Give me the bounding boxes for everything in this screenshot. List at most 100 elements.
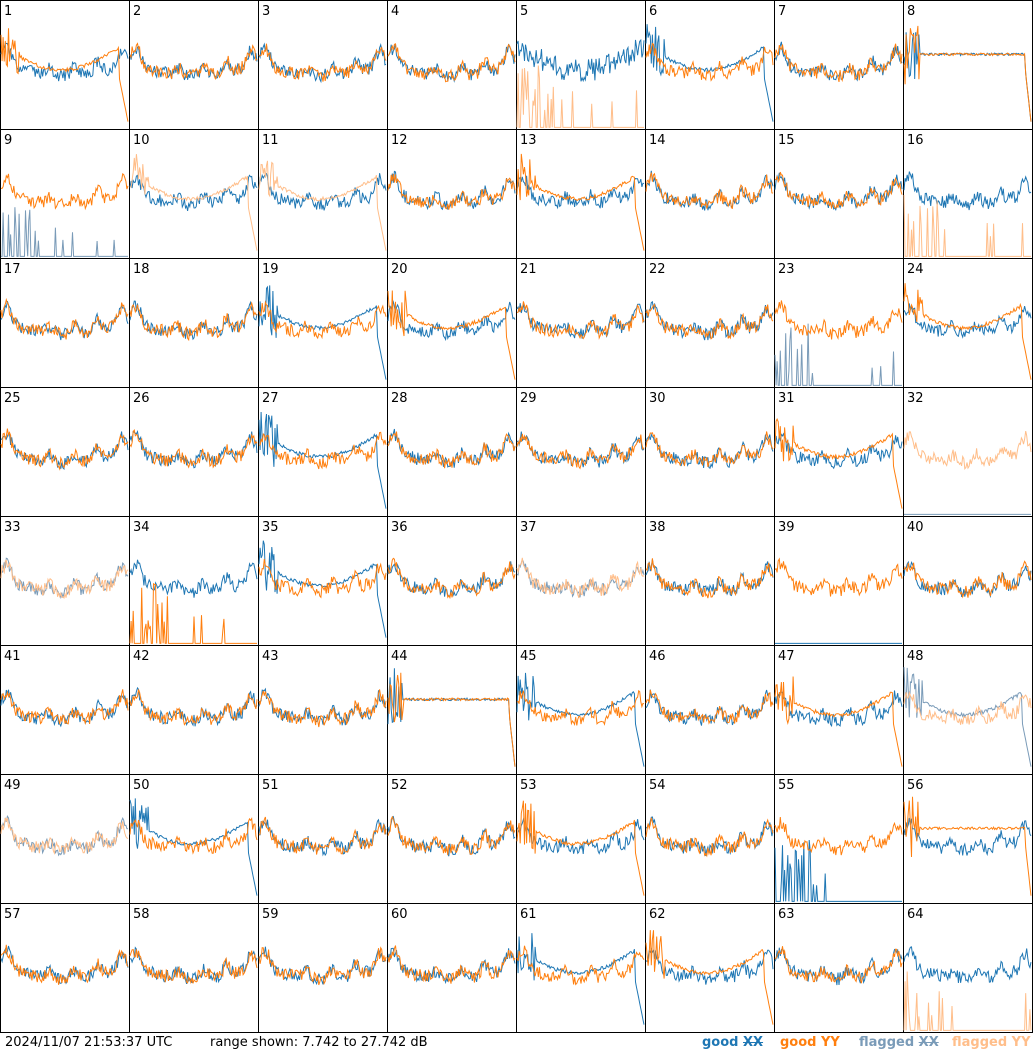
panel-label: 45 xyxy=(520,649,537,664)
panel-61: 61 xyxy=(516,903,646,1033)
panel-52: 52 xyxy=(387,774,517,904)
panel-label: 25 xyxy=(4,391,21,406)
panel-label: 35 xyxy=(262,520,279,535)
panel-frame xyxy=(645,774,775,904)
xx-trace xyxy=(645,947,774,985)
xx-trace xyxy=(516,933,645,1025)
panel-label: 34 xyxy=(133,520,150,535)
panel-label: 50 xyxy=(133,778,150,793)
yy-trace xyxy=(903,194,1031,257)
xx-trace xyxy=(129,174,258,211)
panel-label: 28 xyxy=(391,391,408,406)
xx-trace xyxy=(903,667,1032,767)
legend-flagged-xx-prefix: flagged xyxy=(859,1035,919,1050)
panel-frame xyxy=(258,903,388,1033)
panel-label: 11 xyxy=(262,133,279,148)
legend-flagged-xx-suffix: XX xyxy=(918,1035,939,1050)
panel-37: 37 xyxy=(516,516,646,646)
yy-trace xyxy=(774,171,903,209)
yy-trace xyxy=(645,817,774,858)
range-label: range shown: 7.742 to 27.742 dB xyxy=(210,1035,428,1050)
xx-trace xyxy=(774,323,902,386)
xx-trace xyxy=(903,303,1032,339)
panel-44: 44 xyxy=(387,645,517,775)
panel-label: 55 xyxy=(778,778,795,793)
panel-frame xyxy=(516,129,646,259)
yy-trace xyxy=(387,431,516,469)
xx-trace xyxy=(774,839,902,902)
panel-label: 31 xyxy=(778,391,795,406)
yy-trace xyxy=(645,558,774,599)
xx-trace xyxy=(0,300,129,341)
panel-62: 62 xyxy=(645,903,775,1033)
yy-trace xyxy=(516,65,644,128)
xx-trace xyxy=(129,559,258,598)
xx-trace xyxy=(903,171,1032,211)
panel-frame xyxy=(774,129,904,259)
yy-trace xyxy=(903,560,1032,599)
panel-7: 7 xyxy=(774,0,904,130)
panel-33: 33 xyxy=(0,516,130,646)
panel-45: 45 xyxy=(516,645,646,775)
panel-54: 54 xyxy=(645,774,775,904)
panel-label: 26 xyxy=(133,391,150,406)
panel-frame xyxy=(129,903,259,1033)
panel-frame xyxy=(903,903,1033,1033)
panel-label: 61 xyxy=(520,907,537,922)
panel-label: 60 xyxy=(391,907,408,922)
panel-50: 50 xyxy=(129,774,259,904)
xx-trace xyxy=(516,672,645,767)
panel-label: 32 xyxy=(907,391,924,406)
yy-trace xyxy=(258,946,387,986)
panel-5: 5 xyxy=(516,0,646,130)
panel-frame xyxy=(645,903,775,1033)
panel-39: 39 xyxy=(774,516,904,646)
panel-label: 42 xyxy=(133,649,150,664)
xx-trace xyxy=(903,946,1032,984)
panel-6: 6 xyxy=(645,0,775,130)
panel-38: 38 xyxy=(645,516,775,646)
panel-60: 60 xyxy=(387,903,517,1033)
legend-good-xx-suffix: XX xyxy=(743,1035,764,1050)
panel-frame xyxy=(129,258,259,388)
panel-9: 9 xyxy=(0,129,130,259)
panel-frame xyxy=(0,0,130,130)
panel-label: 57 xyxy=(4,907,21,922)
panel-frame xyxy=(0,774,130,904)
xx-trace xyxy=(129,798,258,896)
panel-frame xyxy=(387,774,517,904)
panel-19: 19 xyxy=(258,258,388,388)
panel-4: 4 xyxy=(387,0,517,130)
yy-trace xyxy=(387,945,516,984)
panel-label: 41 xyxy=(4,649,21,664)
panel-label: 19 xyxy=(262,262,279,277)
panel-label: 63 xyxy=(778,907,795,922)
panel-label: 48 xyxy=(907,649,924,664)
panel-53: 53 xyxy=(516,774,646,904)
yy-trace xyxy=(0,28,129,122)
panel-label: 51 xyxy=(262,778,279,793)
legend-flagged-xx: flagged XX xyxy=(859,1035,939,1050)
panel-label: 6 xyxy=(649,4,657,19)
panel-frame xyxy=(516,387,646,517)
panel-13: 13 xyxy=(516,129,646,259)
panel-1: 1 xyxy=(0,0,130,130)
panel-30: 30 xyxy=(645,387,775,517)
panel-label: 2 xyxy=(133,4,141,19)
panel-frame xyxy=(774,774,904,904)
xx-trace xyxy=(258,173,387,211)
legend-flagged-yy: flagged YY xyxy=(952,1035,1031,1050)
yy-trace xyxy=(258,689,387,728)
panel-29: 29 xyxy=(516,387,646,517)
panel-55: 55 xyxy=(774,774,904,904)
yy-trace xyxy=(129,154,258,251)
yy-trace xyxy=(774,676,903,767)
panel-label: 53 xyxy=(520,778,537,793)
panel-22: 22 xyxy=(645,258,775,388)
panel-28: 28 xyxy=(387,387,517,517)
panel-label: 44 xyxy=(391,649,408,664)
panel-47: 47 xyxy=(774,645,904,775)
yy-trace xyxy=(516,301,645,340)
yy-trace xyxy=(774,817,903,856)
